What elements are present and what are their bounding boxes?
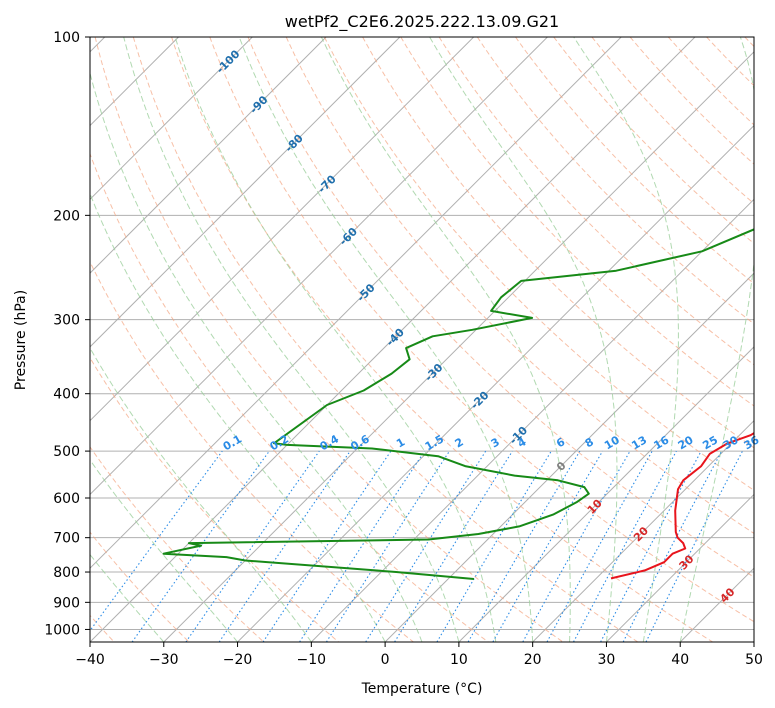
x-tick-label: 0 [381, 652, 390, 668]
isotherm-line [753, 641, 754, 642]
mixing-ratio-line [522, 450, 631, 642]
x-axis-label: Temperature (°C) [361, 681, 483, 697]
chart-title: wetPf2_C2E6.2025.222.13.09.G21 [285, 12, 559, 32]
x-tick-label: −20 [223, 652, 253, 668]
mixing-ratio-line [573, 450, 677, 642]
mixing-ratio-line [90, 450, 223, 632]
dry-adiabat-line [438, 37, 754, 366]
dry-adiabat-line [362, 37, 754, 449]
dry-adiabat-line [323, 37, 754, 491]
moist-adiabat-line [90, 553, 165, 642]
y-tick-label: 1000 [44, 622, 80, 638]
mixing-ratio-line [325, 450, 450, 642]
series-layer [162, 228, 754, 580]
dry-adiabat-line [553, 37, 754, 245]
dewpoint-profile-line [162, 228, 754, 580]
mixing-ratio-line [546, 450, 653, 642]
dry-adiabat-line [171, 37, 713, 642]
x-tick-label: 10 [450, 652, 468, 668]
y-tick-label: 600 [53, 491, 80, 507]
mixing-ratio-line [394, 450, 513, 642]
dry-adiabat-line [285, 37, 754, 534]
mixing-ratio-line [299, 450, 426, 642]
isotherm-line [384, 272, 754, 642]
dry-adiabat-line [132, 37, 639, 642]
x-tick-label: 30 [598, 652, 616, 668]
y-axis: 100 200 300 400 500 600 700 800 900 1000 [44, 30, 90, 638]
dry-adiabat-line [209, 37, 754, 623]
x-tick-label: −10 [297, 652, 327, 668]
moist-adiabat-line [320, 37, 571, 642]
mixing-ratio-line [218, 450, 351, 642]
x-axis: −40 −30 −20 −10 0 10 20 30 40 50 [75, 642, 763, 668]
isotherm-line [90, 37, 401, 348]
y-tick-label: 400 [53, 387, 80, 403]
moist-adiabat-line [573, 37, 679, 642]
x-tick-label: −30 [149, 652, 179, 668]
dry-adiabat-line [629, 37, 754, 165]
moist-adiabat-line [90, 459, 238, 642]
dry-adiabat-line [94, 37, 564, 642]
isotherm-line [90, 37, 475, 422]
isotherm-line [90, 37, 253, 201]
isotherm-line [458, 346, 754, 642]
mixing-ratio-line [131, 450, 270, 642]
moist-adiabat-line [679, 37, 754, 642]
y-tick-label: 300 [53, 313, 80, 329]
isotherm-line [90, 37, 548, 496]
mixing-ratio-line [262, 450, 392, 642]
plot-frame [89, 36, 755, 643]
plot-area [90, 37, 754, 642]
y-axis-label: Pressure (hPa) [13, 290, 29, 390]
x-tick-label: −40 [75, 652, 105, 668]
x-tick-label: 50 [745, 652, 763, 668]
dry-adiabat-line [400, 37, 754, 407]
dry-adiabat-line [247, 37, 754, 578]
y-tick-label: 900 [53, 595, 80, 611]
x-tick-label: 20 [524, 652, 542, 668]
moist-adiabat-line [174, 37, 497, 642]
moist-adiabat-line [123, 37, 460, 642]
y-tick-label: 700 [53, 531, 80, 547]
moist-adiabat-line [238, 37, 534, 642]
y-tick-label: 500 [53, 444, 80, 460]
mixing-ratio-line [185, 450, 320, 642]
moist-adiabat-line [90, 347, 312, 642]
isotherm-line [90, 37, 327, 274]
temperature-profile-line [610, 431, 754, 580]
moist-adiabat-line [429, 37, 618, 642]
dry-adiabat-line [90, 446, 265, 642]
isotherm-line [90, 37, 622, 569]
y-tick-label: 100 [53, 30, 80, 46]
moist-adiabat-line [90, 71, 423, 642]
x-tick-label: 40 [671, 652, 689, 668]
isotherm-line [606, 493, 754, 642]
isotherm-line [90, 37, 696, 642]
y-tick-label: 200 [53, 208, 80, 224]
moist-adiabat-line [90, 192, 386, 642]
y-tick-label: 800 [53, 565, 80, 581]
dry-adiabat-line [515, 37, 754, 285]
mixing-ratio-line [645, 450, 743, 642]
isotherm-line [532, 419, 754, 642]
